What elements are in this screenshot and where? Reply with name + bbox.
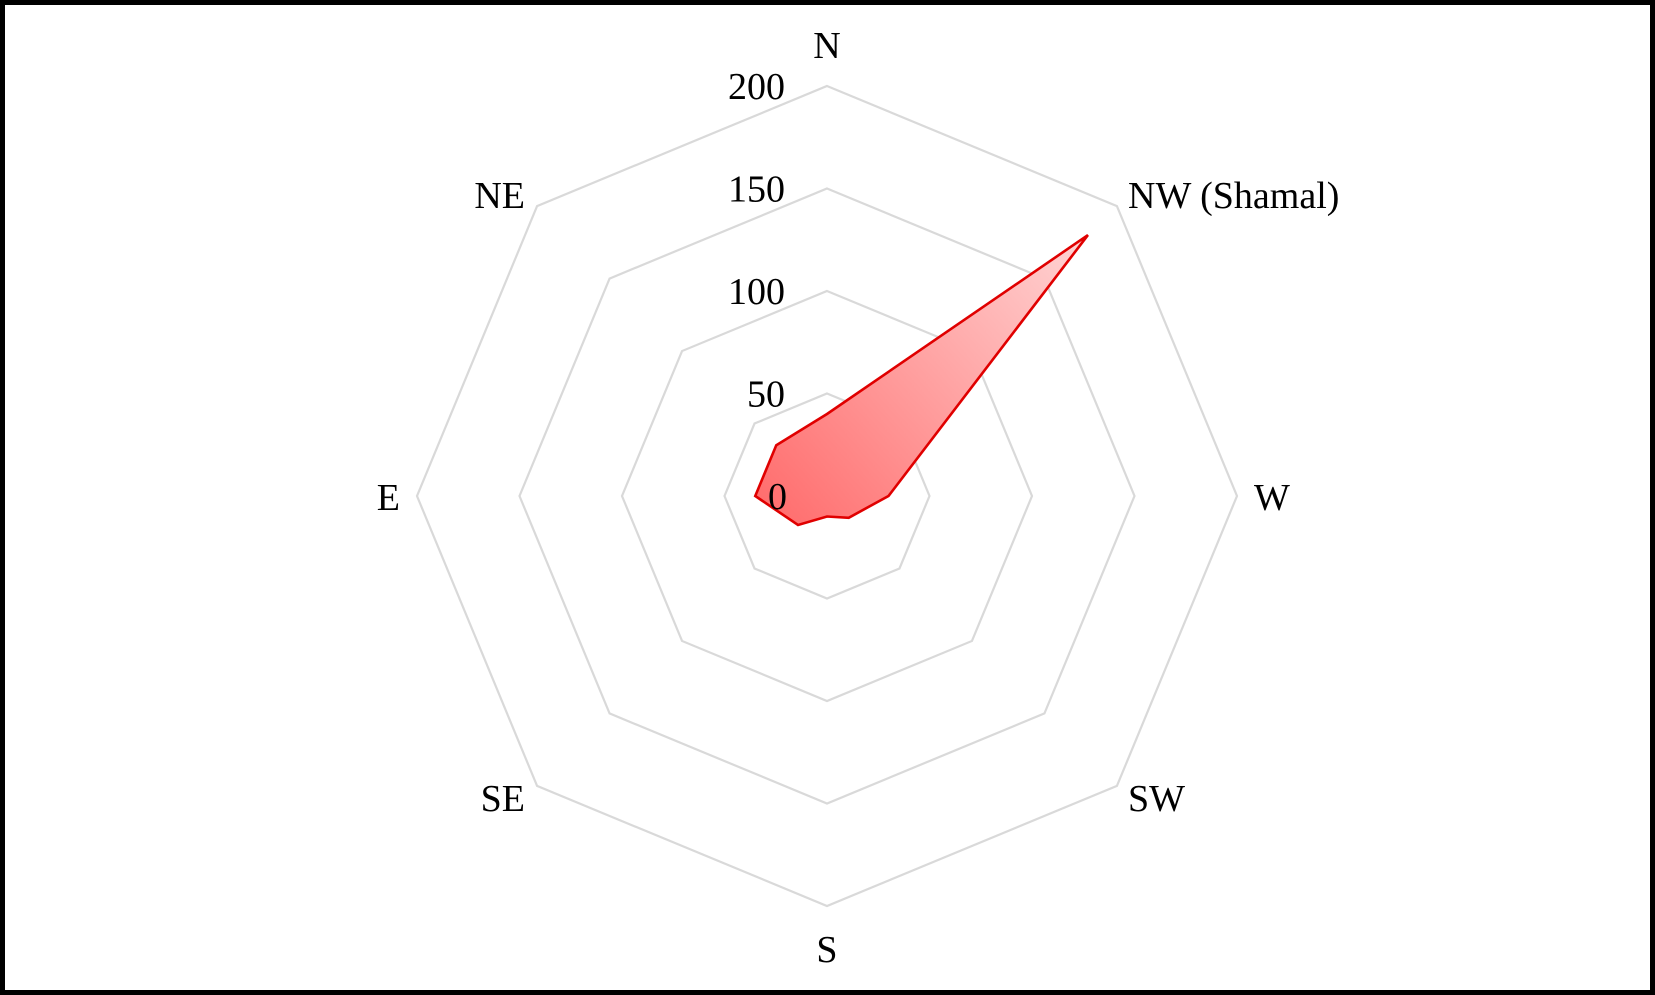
- direction-label-w: W: [1254, 477, 1290, 519]
- radial-tick-labels: 0 50 100 150 200: [728, 66, 787, 518]
- grid-ring-150: [518, 187, 1136, 805]
- tick-label-100: 100: [728, 271, 785, 313]
- tick-label-0: 0: [768, 476, 787, 518]
- direction-label-n: N: [813, 25, 840, 67]
- grid-ring-100: [620, 289, 1034, 703]
- series-polygon: [753, 234, 1089, 527]
- tick-label-50: 50: [747, 374, 785, 416]
- direction-label-ne: NE: [474, 175, 525, 217]
- direction-labels: N NW (Shamal) W SW S SE E NE: [377, 25, 1340, 971]
- direction-label-e: E: [377, 477, 400, 519]
- direction-label-sw: SW: [1128, 778, 1185, 820]
- direction-label-s: S: [816, 929, 837, 971]
- data-series: [753, 234, 1089, 527]
- direction-label-nw: NW (Shamal): [1128, 175, 1339, 217]
- tick-label-150: 150: [728, 169, 785, 211]
- grid-ring-200: [415, 84, 1239, 908]
- tick-label-200: 200: [728, 66, 785, 108]
- direction-label-se: SE: [481, 778, 525, 820]
